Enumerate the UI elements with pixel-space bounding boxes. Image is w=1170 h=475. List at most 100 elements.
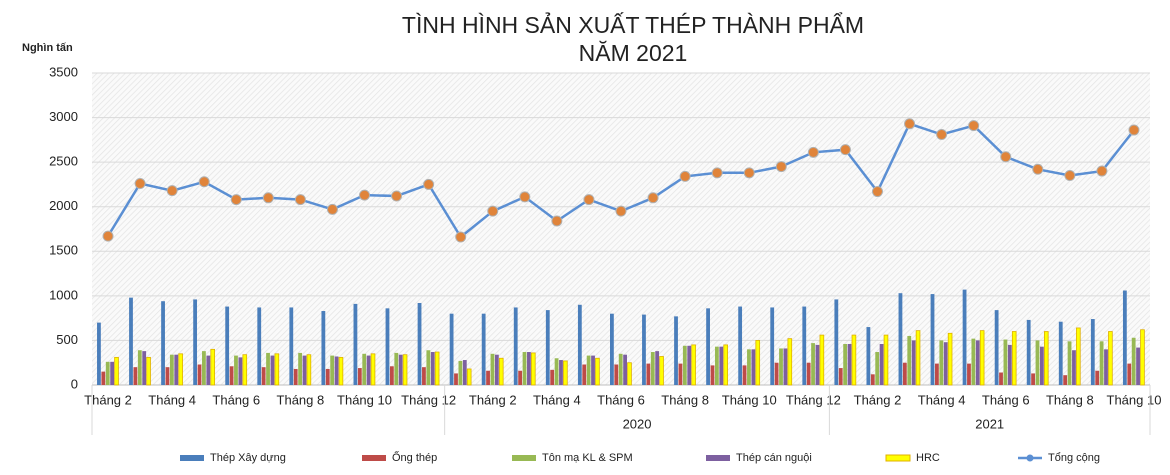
bar — [787, 338, 793, 386]
bar — [242, 354, 248, 386]
bar — [498, 357, 504, 386]
bar — [618, 353, 623, 385]
bar — [210, 348, 216, 386]
bar — [422, 367, 426, 385]
plot-area — [92, 73, 1150, 385]
bar — [105, 361, 110, 385]
bar — [898, 293, 903, 385]
x-tick-label: Tháng 2 — [854, 392, 902, 407]
bar — [659, 356, 664, 386]
bar — [481, 313, 486, 385]
bar — [293, 368, 298, 385]
bar — [302, 355, 307, 385]
bar — [466, 368, 472, 386]
bar — [402, 354, 408, 386]
bar — [330, 355, 335, 385]
bar — [454, 373, 458, 385]
bar — [366, 355, 371, 385]
line-marker — [968, 120, 980, 132]
bar — [838, 368, 843, 385]
group-label: 2021 — [975, 416, 1004, 431]
legend-label: Tôn mạ KL & SPM — [542, 452, 633, 464]
chart-subtitle: NĂM 2021 — [579, 40, 688, 66]
bar — [398, 354, 403, 385]
bar — [338, 356, 344, 386]
bar — [385, 308, 390, 385]
bar — [114, 356, 119, 386]
line-marker — [904, 118, 916, 130]
bar — [979, 330, 985, 386]
bar — [325, 368, 330, 385]
bar — [146, 356, 151, 386]
bar — [266, 352, 270, 385]
bar — [646, 363, 651, 385]
bar — [321, 311, 326, 385]
bar — [994, 310, 999, 385]
line-marker — [1032, 163, 1044, 175]
bar — [875, 352, 880, 385]
bar — [1099, 341, 1104, 385]
line-marker — [391, 190, 403, 202]
bar — [975, 340, 980, 385]
line-marker — [743, 167, 755, 179]
line-marker — [807, 146, 819, 158]
x-tick-label: Tháng 2 — [469, 392, 517, 407]
bar — [229, 366, 234, 385]
bar — [554, 358, 559, 385]
bar — [582, 364, 587, 385]
bar — [289, 307, 294, 385]
bar — [178, 353, 183, 386]
y-tick-label: 0 — [71, 376, 78, 391]
bar — [545, 310, 550, 385]
bar — [142, 351, 147, 385]
bar — [577, 304, 582, 385]
bar — [1127, 363, 1132, 385]
line-marker — [775, 161, 787, 173]
bar — [1131, 337, 1136, 385]
line-marker — [455, 231, 467, 243]
bar — [257, 307, 262, 385]
bar — [930, 294, 935, 385]
bar — [193, 299, 198, 385]
bar — [426, 350, 431, 385]
bar — [1104, 349, 1108, 385]
line-marker — [198, 176, 210, 188]
legend-label: Thép Xây dựng — [210, 452, 286, 464]
bar — [642, 314, 646, 385]
line-marker — [711, 167, 723, 179]
bar — [915, 330, 921, 386]
bar — [1003, 339, 1008, 385]
bar — [225, 306, 230, 385]
y-tick-label: 2000 — [49, 198, 78, 213]
bar — [527, 352, 531, 385]
x-tick-label: Tháng 10 — [722, 392, 777, 407]
bar — [774, 362, 779, 385]
bar — [101, 371, 106, 385]
line-marker — [326, 203, 338, 215]
line-marker — [839, 144, 851, 156]
bar — [357, 368, 362, 385]
bar — [1063, 375, 1068, 385]
bar — [389, 366, 394, 385]
bar — [1140, 329, 1145, 386]
line-marker — [359, 189, 371, 201]
line-marker — [487, 205, 499, 217]
x-tick-label: Tháng 4 — [533, 392, 581, 407]
legend-swatch — [362, 455, 386, 461]
bar — [458, 360, 463, 385]
bar — [614, 364, 619, 385]
bar — [559, 360, 563, 385]
bar — [770, 307, 775, 385]
x-tick-label: Tháng 10 — [1107, 392, 1162, 407]
bar — [655, 351, 660, 385]
line-marker — [936, 129, 948, 141]
line-marker — [1000, 151, 1012, 163]
bar — [1095, 370, 1100, 385]
legend-swatch — [706, 455, 730, 461]
bar — [513, 307, 518, 385]
bar — [174, 354, 179, 385]
bar — [298, 352, 302, 385]
bar — [494, 354, 499, 385]
x-tick-label: Tháng 12 — [786, 392, 841, 407]
